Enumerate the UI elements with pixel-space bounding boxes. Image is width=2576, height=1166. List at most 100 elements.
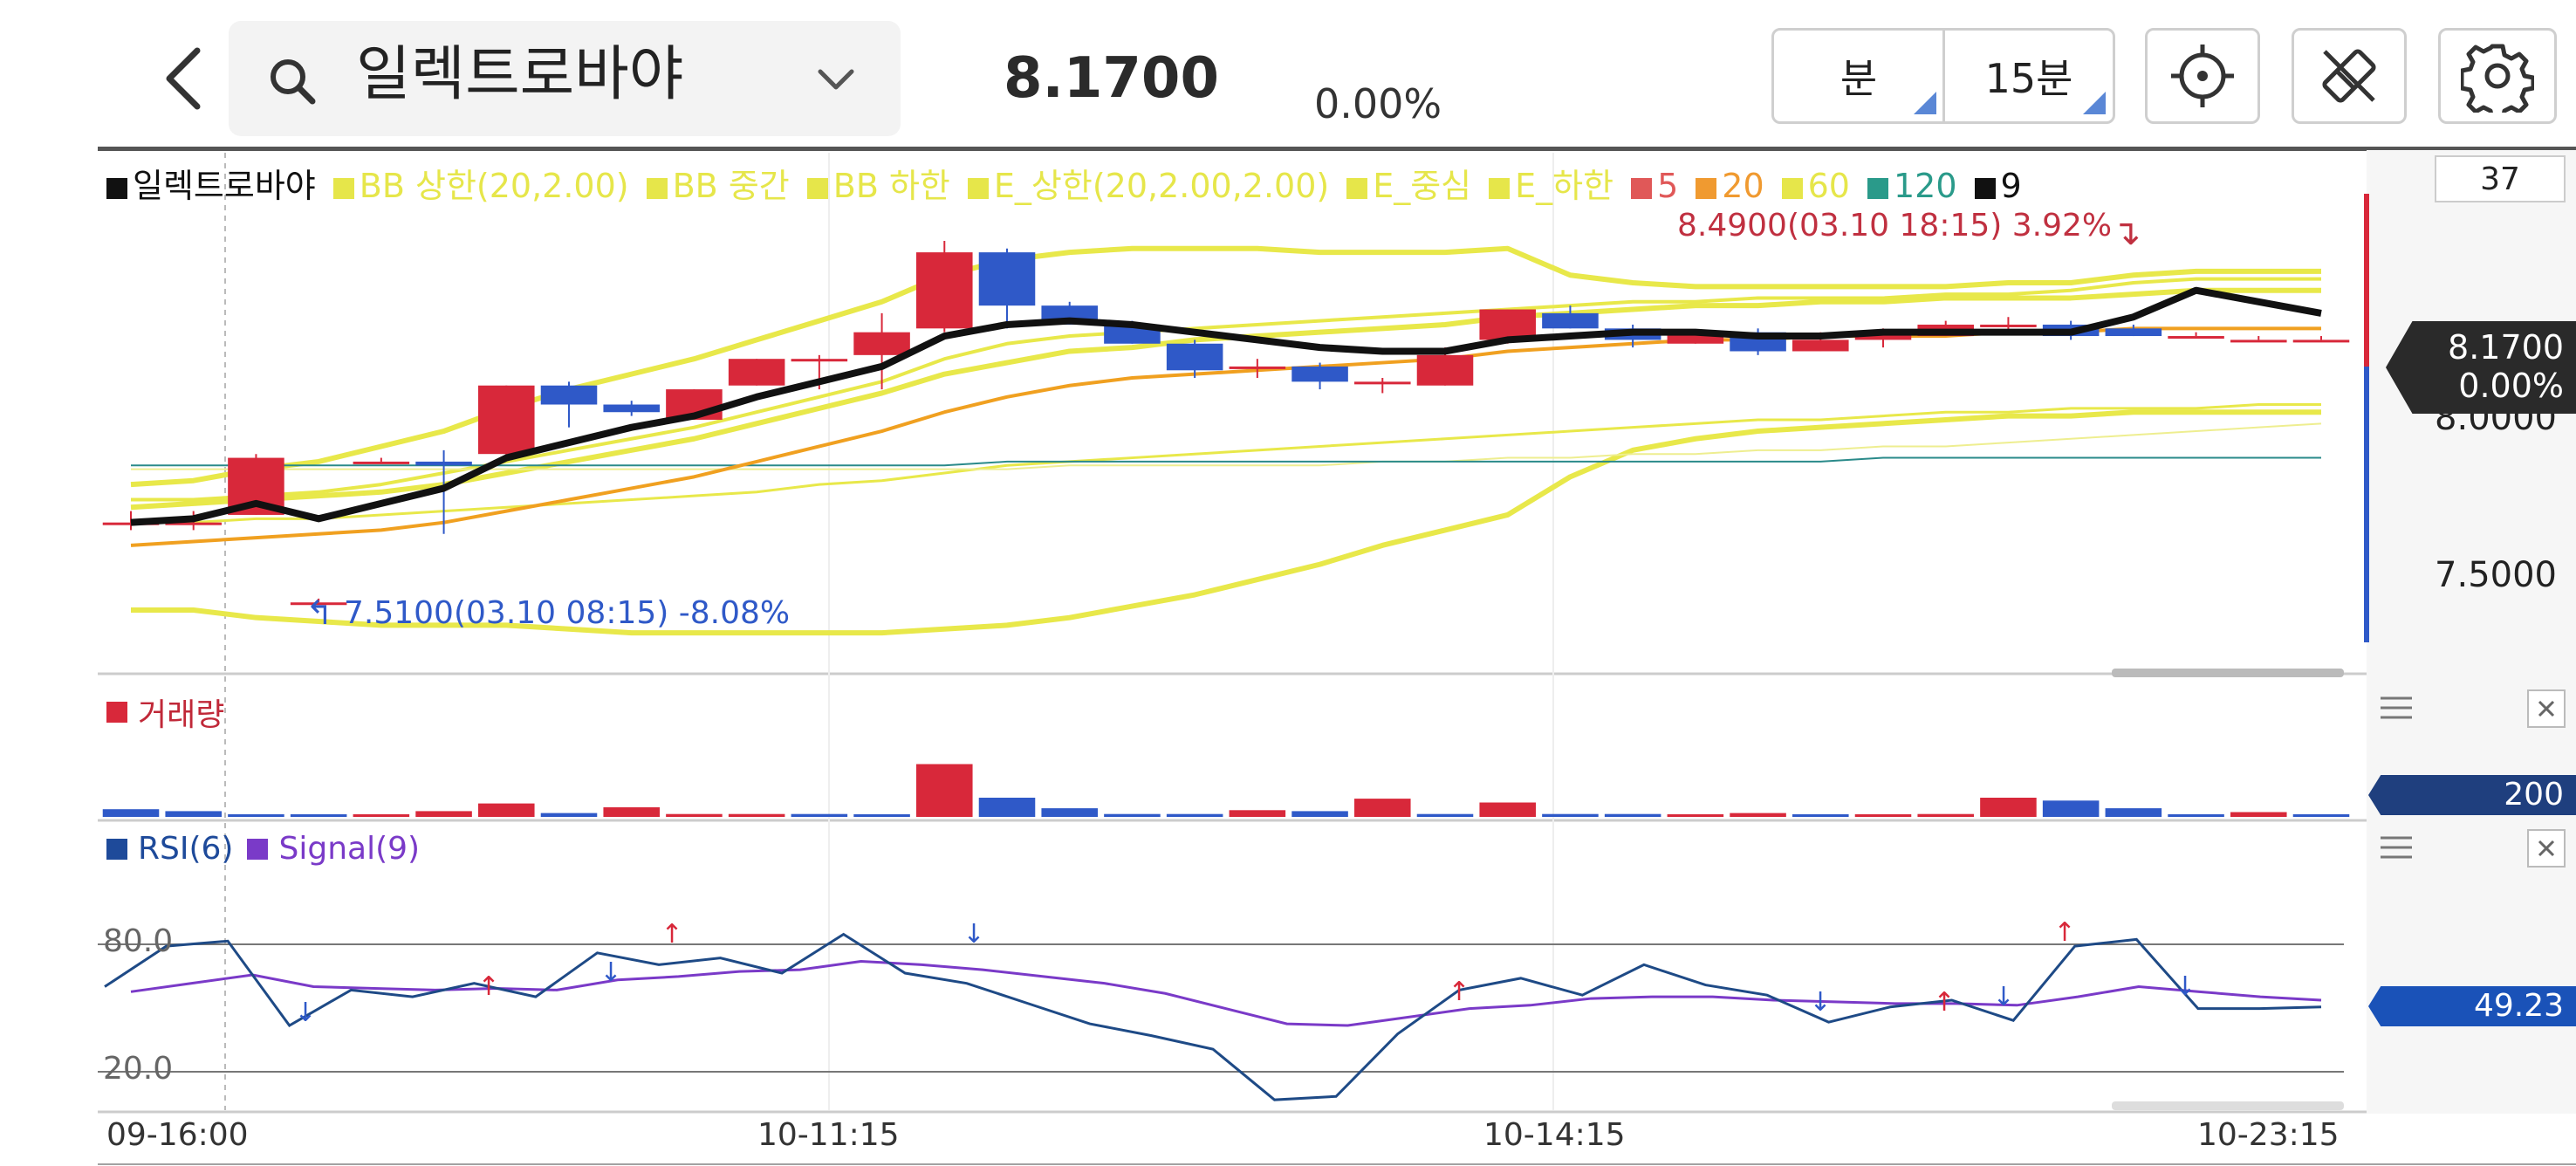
chart-unit-label: 분 [1840,55,1878,102]
volume-bar [2292,814,2350,817]
back-icon [166,47,201,110]
volume-title-text: 거래량 [138,697,225,733]
candle-body [1166,343,1223,371]
volume-bar [478,803,535,817]
legend-item: BB 하한 [806,162,950,209]
envelope-upper-line [131,277,2321,502]
ma20-line [130,326,2321,547]
candle-body [1542,312,1599,329]
x-axis-label: 10-11:15 [757,1117,900,1153]
drawing-eraser-icon [2322,49,2376,103]
rsi-panel-title: RSI(6) Signal(9) [106,831,420,867]
crosshair-icon [2171,45,2234,107]
rsi-swatch [106,838,127,860]
legend-item: E_상한(20,2.00,2.00) [967,162,1329,209]
candle-body [2105,328,2162,337]
chart-unit-selector[interactable]: 분 [1771,28,1946,124]
legend-item: 9 [1974,162,2022,209]
legend-swatch [806,177,828,199]
volume-menu-icon[interactable] [2379,695,2414,724]
legend-item: BB 중간 [646,162,790,209]
candle-body [540,385,598,405]
back-button[interactable] [148,35,218,122]
rsi-value-tag: 49.23 [2368,986,2576,1026]
candle-body [2168,336,2224,340]
envelope-center-line [131,403,2321,525]
legend-label: BB 중간 [672,167,790,205]
legend-item: 일렉트로바야 [106,162,316,209]
drawing-tools-button[interactable] [2292,28,2407,124]
candle-body [1854,332,1912,340]
volume-bar [1604,813,1661,817]
legend-swatch [106,177,127,199]
candle-body [791,359,848,362]
volume-panel-title: 거래량 [106,689,224,735]
volume-bar [540,813,598,817]
rsi-close-button[interactable] [2527,829,2566,868]
candle-body [1416,354,1474,386]
legend-swatch [1974,177,1996,199]
rsi-menu-icon[interactable] [2379,834,2414,864]
signal-swatch [247,838,269,860]
rsi-level-low-label: 20.0 [103,1051,174,1087]
low-price-annotation: 7.5100(03.10 08:15) -8.08% [344,595,791,631]
legend-label: 일렉트로바야 [133,167,316,205]
settings-button[interactable] [2438,28,2557,124]
candle-body [165,522,222,525]
cross-down-arrow-icon: ↓ [294,998,316,1028]
volume-bar [1667,814,1724,817]
volume-bar [916,764,973,817]
candle-body [853,332,910,355]
legend-swatch [967,177,989,199]
candle-body [2230,340,2287,343]
high-price-annotation: 8.4900(03.10 18:15) 3.92% [1677,208,2113,243]
volume-close-button[interactable] [2527,689,2566,728]
current-price: 8.1700 [1004,46,1219,111]
chart-interval-selector[interactable]: 15분 [1942,28,2115,124]
cross-down-arrow-icon: ↓ [2174,971,2196,1002]
bb-mid-line [130,287,2321,511]
legend-label: 5 [1657,167,1679,205]
stock-name: 일렉트로바야 [356,40,684,109]
volume-bar [290,814,347,817]
volume-bar [1291,811,1348,817]
volume-bar [1980,798,2037,817]
volume-bar [1730,813,1786,817]
cross-up-arrow-icon: ↑ [1448,977,1470,1007]
volume-bar [1041,808,1098,817]
dropdown-corner-icon [1914,92,1936,114]
volume-bar [978,798,1036,817]
volume-bar [102,809,160,817]
envelope-lower-line [131,422,2322,470]
legend-item: 120 [1867,162,1957,209]
crosshair-button[interactable] [2145,28,2260,124]
candle-body [603,404,660,413]
stock-search-box[interactable] [229,21,901,136]
candle-body [1229,366,1286,369]
legend-swatch [1631,177,1653,199]
legend-label: 9 [2000,167,2022,205]
legend-item: BB 상한(20,2.00) [332,162,629,209]
legend-label: 120 [1893,167,1957,205]
signal-title-text: Signal(9) [278,831,421,867]
volume-bar [1104,813,1161,817]
candle-body [916,252,973,329]
current-price-tag-value: 8.1700 [2448,328,2564,367]
candle-body [290,602,347,606]
legend-label: 60 [1807,167,1850,205]
volume-bar [415,811,472,817]
volume-bar [2042,800,2100,817]
price-scale-area[interactable] [2367,150,2576,1114]
legend-swatch [332,177,354,199]
rsi-scrollbar [2112,1101,2344,1110]
chevron-down-icon[interactable] [810,52,862,105]
cross-down-arrow-icon: ↓ [963,919,984,950]
candle-body [1479,309,1536,340]
volume-bar [228,814,284,817]
legend-item: 60 [1781,162,1850,209]
main-chart-legend: 일렉트로바야 BB 상한(20,2.00) BB 중간 BB 하한 E_상한(20,2.… [106,162,2034,209]
legend-label: E_중심 [1373,167,1472,205]
volume-value-tag: 200 [2368,775,2576,815]
main-scrollbar [2112,669,2344,677]
